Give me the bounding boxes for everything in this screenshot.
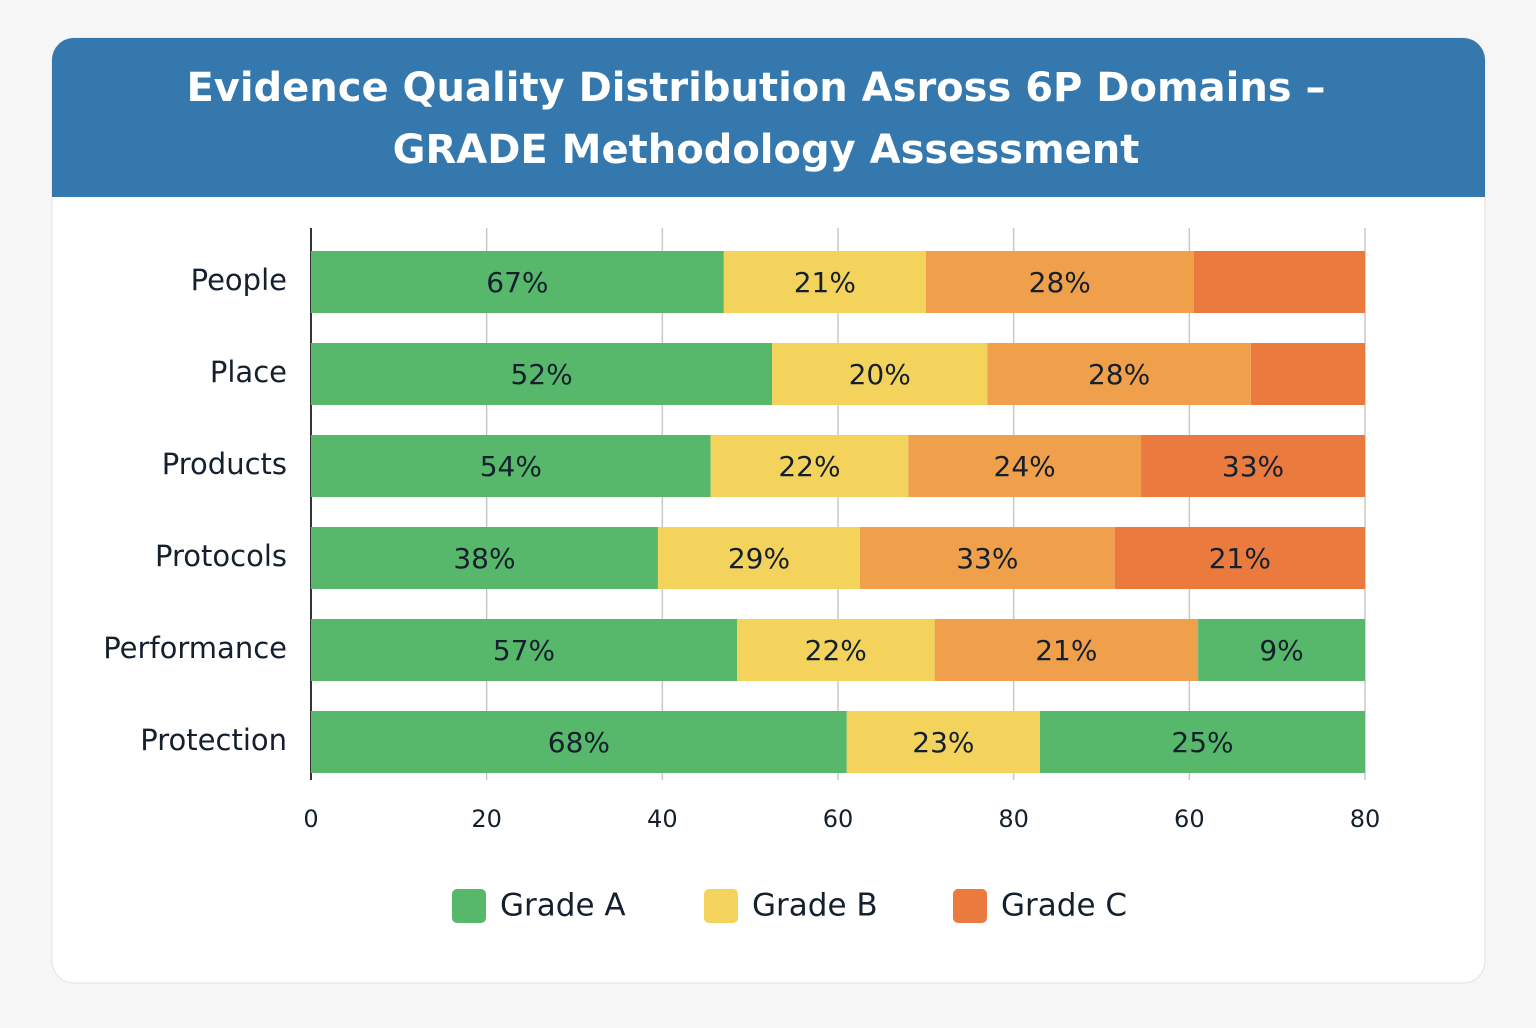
bar-segment bbox=[1250, 343, 1365, 405]
bar-segment bbox=[925, 251, 1194, 313]
y-tick-label: Protection bbox=[140, 723, 287, 757]
bar-segment bbox=[723, 251, 926, 313]
bar-segment bbox=[1040, 711, 1365, 773]
y-tick-label: People bbox=[191, 263, 287, 297]
data-label: 38% bbox=[453, 542, 515, 575]
legend-swatch bbox=[704, 889, 738, 923]
x-tick-label: 80 bbox=[1350, 805, 1381, 833]
bar-segment bbox=[934, 619, 1199, 681]
data-label: 28% bbox=[1088, 358, 1150, 391]
x-tick-label: 0 bbox=[303, 805, 318, 833]
bar-segment bbox=[311, 343, 773, 405]
data-label: 25% bbox=[1171, 726, 1233, 759]
bar-segment bbox=[846, 711, 1041, 773]
data-label: 33% bbox=[1222, 450, 1284, 483]
bar-segment bbox=[311, 711, 847, 773]
data-label: 22% bbox=[805, 634, 867, 667]
legend-label: Grade A bbox=[500, 888, 626, 924]
bar-segment bbox=[1193, 251, 1365, 313]
data-label: 21% bbox=[794, 266, 856, 299]
data-label: 20% bbox=[849, 358, 911, 391]
legend-swatch bbox=[452, 889, 486, 923]
data-label: 52% bbox=[510, 358, 572, 391]
bar-segment bbox=[1141, 435, 1365, 497]
bar-segment bbox=[736, 619, 935, 681]
data-label: 21% bbox=[1035, 634, 1097, 667]
legend-label: Grade B bbox=[752, 888, 878, 924]
x-tick-label: 60 bbox=[823, 805, 854, 833]
data-label: 28% bbox=[1029, 266, 1091, 299]
data-label: 54% bbox=[480, 450, 542, 483]
data-label: 22% bbox=[778, 450, 840, 483]
bar-segment bbox=[908, 435, 1142, 497]
y-tick-label: Place bbox=[210, 355, 287, 389]
y-tick-label: Products bbox=[162, 447, 287, 481]
data-label: 9% bbox=[1259, 634, 1303, 667]
bar-segment bbox=[1114, 527, 1365, 589]
header bbox=[52, 38, 1485, 197]
bar-segment bbox=[657, 527, 860, 589]
data-label: 23% bbox=[912, 726, 974, 759]
bar-segment bbox=[987, 343, 1251, 405]
data-label: 68% bbox=[548, 726, 610, 759]
bar-segment bbox=[859, 527, 1115, 589]
chart-title: GRADE Methodology Assessment bbox=[393, 127, 1140, 173]
data-label: 67% bbox=[486, 266, 548, 299]
data-label: 24% bbox=[994, 450, 1056, 483]
bar-segment bbox=[710, 435, 909, 497]
bar-segment bbox=[311, 251, 724, 313]
bar-segment bbox=[772, 343, 988, 405]
legend-swatch bbox=[953, 889, 987, 923]
bar-segment bbox=[311, 527, 658, 589]
bar-segment bbox=[311, 619, 737, 681]
x-tick-label: 80 bbox=[998, 805, 1029, 833]
data-label: 33% bbox=[956, 542, 1018, 575]
y-tick-label: Performance bbox=[103, 631, 287, 665]
legend-label: Grade C bbox=[1001, 888, 1127, 924]
chart-title: Evidence Quality Distribution Asross 6P … bbox=[186, 65, 1325, 111]
data-label: 29% bbox=[728, 542, 790, 575]
x-tick-label: 40 bbox=[647, 805, 678, 833]
x-tick-label: 60 bbox=[1174, 805, 1205, 833]
x-tick-label: 20 bbox=[471, 805, 502, 833]
y-tick-label: Protocols bbox=[155, 539, 287, 573]
data-label: 57% bbox=[493, 634, 555, 667]
data-label: 21% bbox=[1209, 542, 1271, 575]
bar-segment bbox=[1198, 619, 1365, 681]
bar-segment bbox=[311, 435, 711, 497]
